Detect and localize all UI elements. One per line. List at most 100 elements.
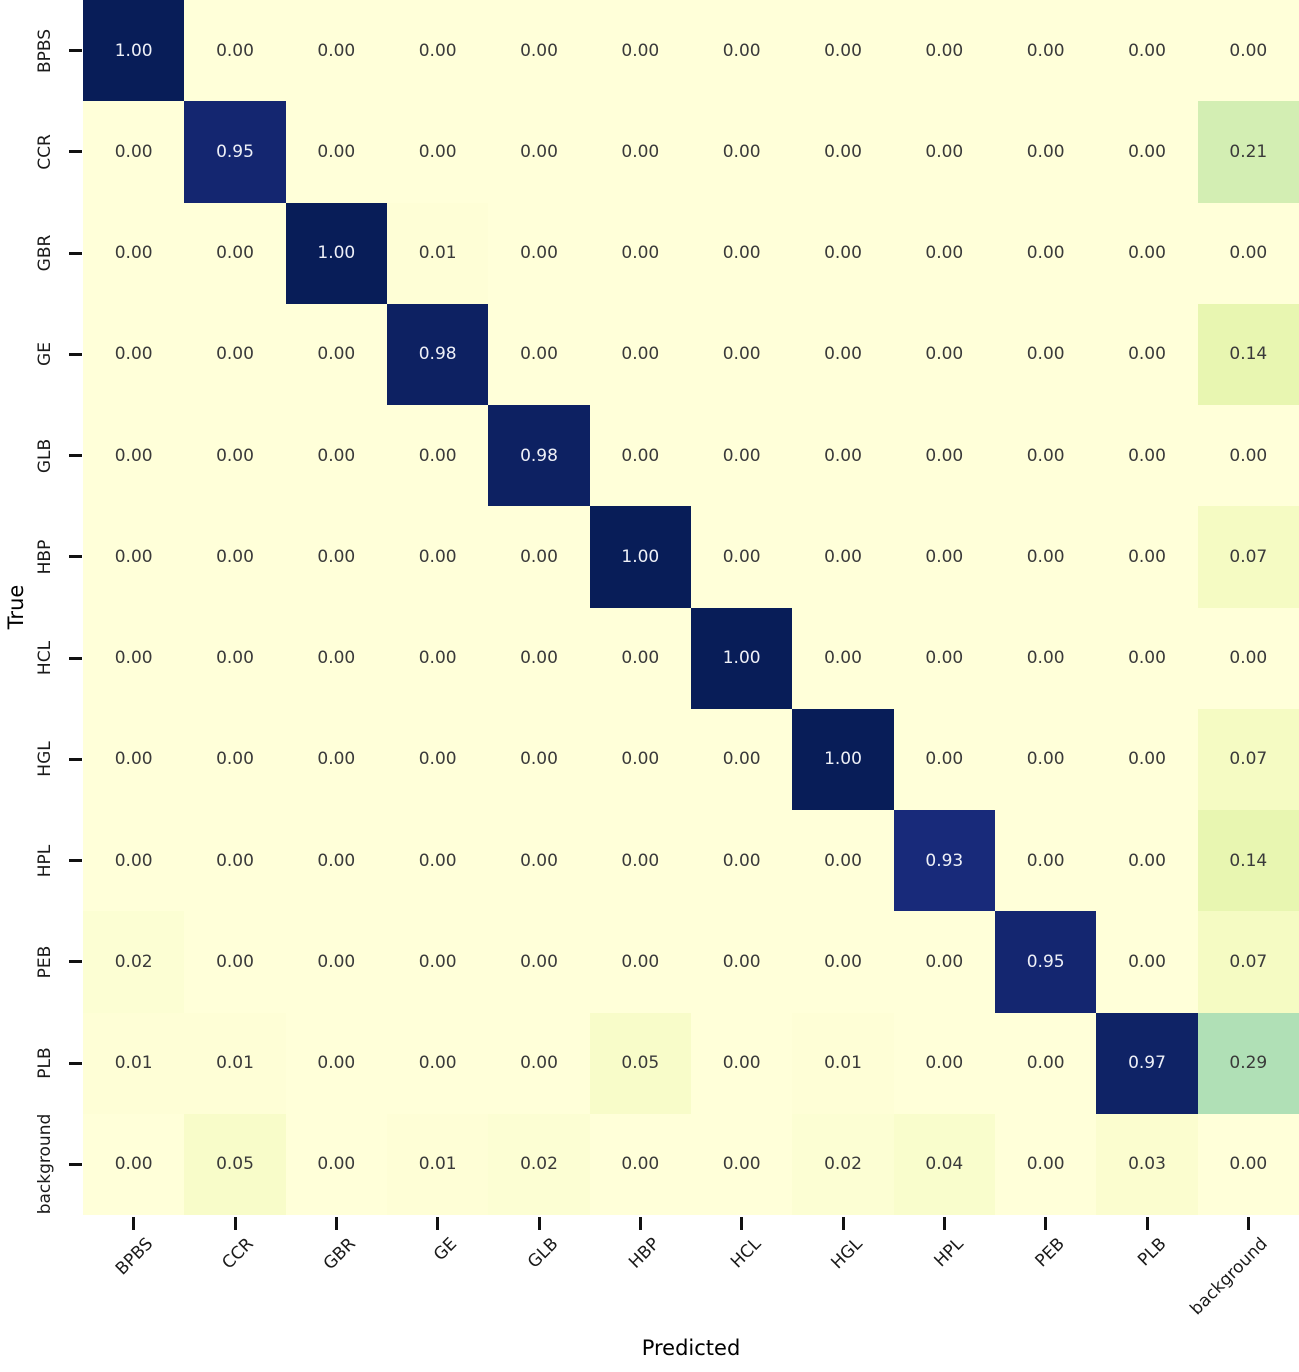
matrix-cell: 0.00 [285,810,387,912]
matrix-cell: 0.00 [285,708,387,810]
matrix-cell: 0.00 [589,1113,691,1215]
matrix-cell: 0.00 [792,202,894,304]
matrix-cell: 0.93 [893,810,995,912]
matrix-cell: 0.00 [995,1012,1097,1114]
matrix-cell: 0.00 [387,405,489,507]
y-tick-label: GE [35,342,55,367]
matrix-cell: 0.00 [83,506,185,608]
x-tick-mark [841,1217,845,1230]
x-tick-label: HBP [624,1234,664,1273]
matrix-cell: 0.00 [387,0,489,102]
matrix-cell: 0.00 [691,202,793,304]
matrix-cell: 0.00 [488,303,590,405]
matrix-cell: 0.04 [893,1113,995,1215]
matrix-cell: 0.00 [893,1012,995,1114]
y-tick-label: HGL [35,741,55,778]
matrix-cell: 0.00 [184,708,286,810]
x-tick-mark [334,1217,338,1230]
matrix-cell: 1.00 [589,506,691,608]
matrix-cell: 0.05 [589,1012,691,1114]
matrix-cell: 0.01 [83,1012,185,1114]
matrix-cell: 0.00 [184,405,286,507]
matrix-cell: 0.00 [589,708,691,810]
matrix-cell: 0.02 [792,1113,894,1215]
matrix-cell: 0.00 [893,405,995,507]
matrix-cell: 0.00 [792,810,894,912]
y-tick-mark [69,555,82,559]
matrix-cell: 0.00 [285,1012,387,1114]
matrix-cell: 0.00 [691,0,793,102]
matrix-cell: 0.00 [691,1012,793,1114]
matrix-cell: 0.00 [893,708,995,810]
matrix-cell: 0.00 [691,708,793,810]
matrix-cell: 0.01 [184,1012,286,1114]
matrix-cell: 1.00 [691,607,793,709]
matrix-cell: 0.00 [1197,405,1299,507]
matrix-cell: 0.00 [184,911,286,1013]
matrix-cell: 0.00 [691,303,793,405]
x-tick-label: PEB [1031,1234,1069,1272]
y-tick-label: CCR [35,134,55,170]
y-tick-mark [69,1061,82,1065]
matrix-cell: 0.00 [691,101,793,203]
matrix-cell: 0.00 [995,202,1097,304]
matrix-cell: 0.00 [893,202,995,304]
matrix-cell: 0.01 [792,1012,894,1114]
y-tick-label: HBP [35,539,55,575]
y-tick-mark [69,859,82,863]
matrix-cell: 0.00 [995,405,1097,507]
x-tick-label: BPBS [111,1234,157,1280]
matrix-cell: 0.00 [285,303,387,405]
matrix-cell: 0.00 [1096,708,1198,810]
matrix-cell: 0.00 [893,911,995,1013]
matrix-cell: 0.98 [488,405,590,507]
matrix-cell: 0.00 [488,0,590,102]
y-tick-mark [69,656,82,660]
matrix-cell: 0.00 [1197,607,1299,709]
matrix-cell: 0.14 [1197,303,1299,405]
y-tick-mark [69,454,82,458]
matrix-cell: 0.00 [1096,405,1198,507]
matrix-cell: 0.00 [792,506,894,608]
matrix-cell: 0.00 [285,0,387,102]
matrix-cell: 0.00 [285,506,387,608]
matrix-cell: 0.00 [285,607,387,709]
matrix-cell: 0.29 [1197,1012,1299,1114]
matrix-cell: 0.07 [1197,708,1299,810]
matrix-cell: 0.00 [1096,911,1198,1013]
matrix-cell: 0.02 [83,911,185,1013]
matrix-cell: 0.00 [995,1113,1097,1215]
x-tick-mark [1145,1217,1149,1230]
matrix-cell: 0.00 [1096,0,1198,102]
matrix-cell: 0.00 [1096,506,1198,608]
matrix-cell: 0.00 [893,101,995,203]
matrix-cell: 0.00 [83,708,185,810]
matrix-cell: 0.00 [83,101,185,203]
matrix-cell: 0.00 [387,810,489,912]
x-tick-label: HGL [826,1234,867,1274]
matrix-cell: 0.00 [1096,202,1198,304]
matrix-cell: 0.00 [691,506,793,608]
heatmap-grid: 1.00 0.00 0.00 0.00 0.00 0.00 0.00 0.00 0.00 0.00… [83,0,1299,1215]
matrix-cell: 0.00 [1096,101,1198,203]
y-tick-mark [69,150,82,154]
matrix-cell: 0.00 [488,506,590,608]
x-tick-label: PLB [1133,1234,1171,1271]
y-tick-mark [69,757,82,761]
matrix-cell: 0.00 [285,911,387,1013]
matrix-cell: 0.00 [995,0,1097,102]
matrix-cell: 0.00 [1096,810,1198,912]
matrix-cell: 0.01 [387,1113,489,1215]
matrix-cell: 0.00 [589,202,691,304]
matrix-cell: 0.00 [792,0,894,102]
y-tick-label: HCL [35,641,55,676]
matrix-cell: 0.00 [893,607,995,709]
matrix-cell: 0.00 [691,405,793,507]
matrix-cell: 0.00 [589,303,691,405]
matrix-cell: 1.00 [285,202,387,304]
matrix-cell: 0.00 [387,101,489,203]
matrix-cell: 0.00 [285,101,387,203]
x-tick-label: HCL [726,1234,765,1273]
matrix-cell: 0.00 [995,506,1097,608]
